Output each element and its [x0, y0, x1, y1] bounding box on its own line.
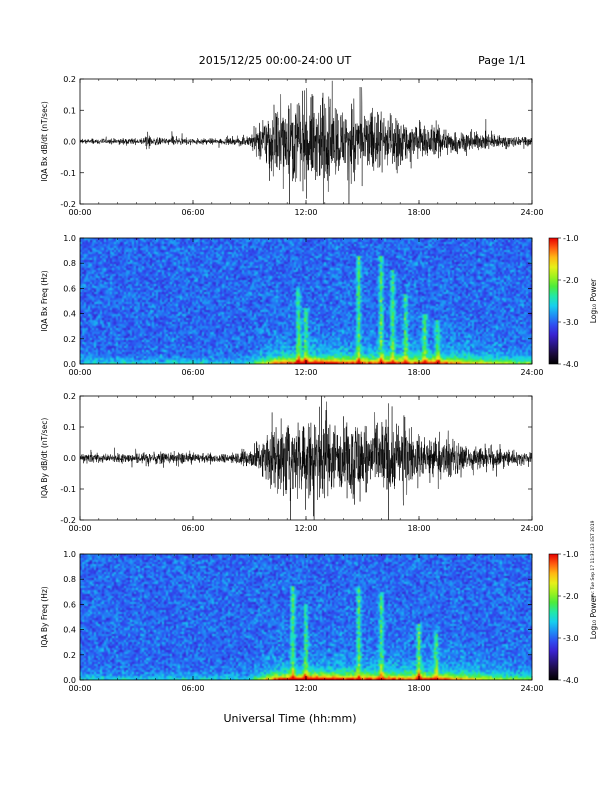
x-tick-label: 24:00: [520, 684, 543, 693]
spectrogram-image: [80, 238, 532, 364]
waveform-series: [80, 396, 532, 520]
x-tick-label: 18:00: [407, 208, 430, 217]
y-tick-label: 0.0: [63, 360, 76, 369]
x-tick-label: 18:00: [407, 684, 430, 693]
y-tick-label: 0.6: [63, 600, 76, 609]
x-tick-label: 24:00: [520, 208, 543, 217]
y-tick-label: 0.2: [63, 651, 76, 660]
y-axis-label: IQA By dB/dt (nT/sec): [40, 418, 49, 499]
y-tick-label: 0.8: [63, 259, 76, 268]
colorbar-label: Log₁₀ Power: [589, 594, 598, 639]
y-tick-label: 0.1: [63, 106, 76, 115]
x-tick-label: 00:00: [68, 684, 91, 693]
y-tick-label: 0.8: [63, 575, 76, 584]
spectrogram-image: [80, 554, 532, 680]
x-tick-label: 00:00: [68, 524, 91, 533]
colorbar: [548, 237, 559, 365]
colorbar-tick-label: -3.0: [563, 318, 579, 327]
y-tick-label: 0.2: [63, 335, 76, 344]
x-tick-label: 12:00: [294, 524, 317, 533]
y-tick-label: 0.0: [63, 676, 76, 685]
colorbar-tick-label: -2.0: [563, 592, 579, 601]
colorbar-tick-label: -1.0: [563, 234, 579, 243]
chart-bx-waveform: 00:00 06:00 12:00 18:00 24:00 -0.2 -0.1 0.0 0.1 0…: [40, 75, 544, 217]
x-tick-label: 18:00: [407, 368, 430, 377]
waveform-series: [80, 80, 532, 204]
y-tick-label: 0.6: [63, 284, 76, 293]
y-tick-label: 0.2: [63, 392, 76, 401]
y-tick-label: 0.4: [63, 310, 76, 319]
x-tick-label: 06:00: [181, 524, 204, 533]
x-tick-label: 06:00: [181, 368, 204, 377]
chart-by-waveform: 00:00 06:00 12:00 18:00 24:00 -0.2 -0.1 0.0 0.1 0…: [40, 392, 544, 533]
x-tick-label: 00:00: [68, 368, 91, 377]
chart-bx-spectrogram: 00:00 06:00 12:00 18:00 24:00 0.0 0.2 0.4 0.6 0.8…: [40, 234, 598, 377]
y-axis-label: IQA Bx dB/dt (nT/sec): [40, 101, 49, 182]
y-tick-label: 1.0: [63, 550, 76, 559]
colorbar: [548, 553, 559, 681]
page-title: 2015/12/25 00:00-24:00 UT: [199, 54, 352, 67]
colorbar-tick-label: -4.0: [563, 676, 579, 685]
x-tick-label: 24:00: [520, 368, 543, 377]
colorbar-tick-label: -1.0: [563, 550, 579, 559]
colorbar-tick-label: -4.0: [563, 360, 579, 369]
x-tick-label: 12:00: [294, 684, 317, 693]
y-tick-label: -0.1: [60, 169, 76, 178]
chart-by-spectrogram: 00:00 06:00 12:00 18:00 24:00 0.0 0.2 0.4 0.6 0.8…: [40, 550, 598, 693]
x-tick-label: 24:00: [520, 524, 543, 533]
y-axis-label: IQA By Freq (Hz): [40, 586, 49, 648]
y-tick-label: 0.0: [63, 454, 76, 463]
x-axis-label: Universal Time (hh:mm): [224, 712, 357, 725]
side-note: rev: Tue Sep 17 11:33:13 EST 2019: [590, 520, 596, 599]
y-tick-label: -0.2: [60, 516, 76, 525]
x-tick-label: 12:00: [294, 208, 317, 217]
x-tick-label: 00:00: [68, 208, 91, 217]
x-tick-label: 18:00: [407, 524, 430, 533]
y-tick-label: 0.4: [63, 626, 76, 635]
colorbar-tick-label: -3.0: [563, 634, 579, 643]
y-tick-label: 0.2: [63, 75, 76, 84]
panels: 00:00 06:00 12:00 18:00 24:00 -0.2 -0.1 0.0 0.1 0…: [40, 75, 598, 693]
x-tick-label: 12:00: [294, 368, 317, 377]
x-tick-label: 06:00: [181, 684, 204, 693]
y-tick-label: 0.1: [63, 423, 76, 432]
y-tick-label: 0.0: [63, 138, 76, 147]
y-axis-label: IQA Bx Freq (Hz): [40, 270, 49, 332]
colorbar-tick-label: -2.0: [563, 276, 579, 285]
page-number: Page 1/1: [478, 54, 526, 67]
y-tick-label: -0.1: [60, 485, 76, 494]
colorbar-label: Log₁₀ Power: [589, 278, 598, 323]
x-tick-label: 06:00: [181, 208, 204, 217]
y-tick-label: 1.0: [63, 234, 76, 243]
y-tick-label: -0.2: [60, 200, 76, 209]
